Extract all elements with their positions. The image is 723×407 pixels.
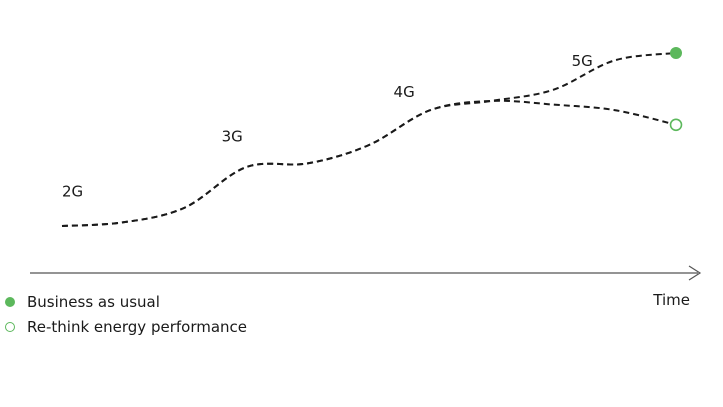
filled-circle-icon [5, 296, 15, 307]
generation-label-3: 5G [572, 52, 593, 70]
series-end-point-1 [669, 118, 683, 132]
series-line-0 [61, 52, 677, 227]
series-line-1 [61, 99, 677, 227]
series-end-point-0 [670, 47, 682, 60]
legend-item-rethink-energy: Re-think energy performance [5, 315, 247, 338]
x-axis-arrow-icon [688, 265, 702, 281]
generation-label-2: 4G [394, 83, 415, 101]
x-axis-label: Time [652, 291, 690, 309]
generation-label-0: 2G [62, 183, 83, 201]
generation-labels: 2G 3G 4G 5G [62, 52, 593, 201]
legend: Business as usual Re-think energy perfor… [5, 290, 247, 340]
generation-label-1: 3G [222, 127, 243, 145]
legend-label: Re-think energy performance [27, 317, 248, 336]
open-circle-icon [5, 321, 15, 332]
legend-label: Business as usual [27, 292, 160, 311]
series-layer [61, 47, 683, 227]
x-axis: Time [30, 265, 702, 309]
legend-item-business-as-usual: Business as usual [5, 290, 247, 313]
